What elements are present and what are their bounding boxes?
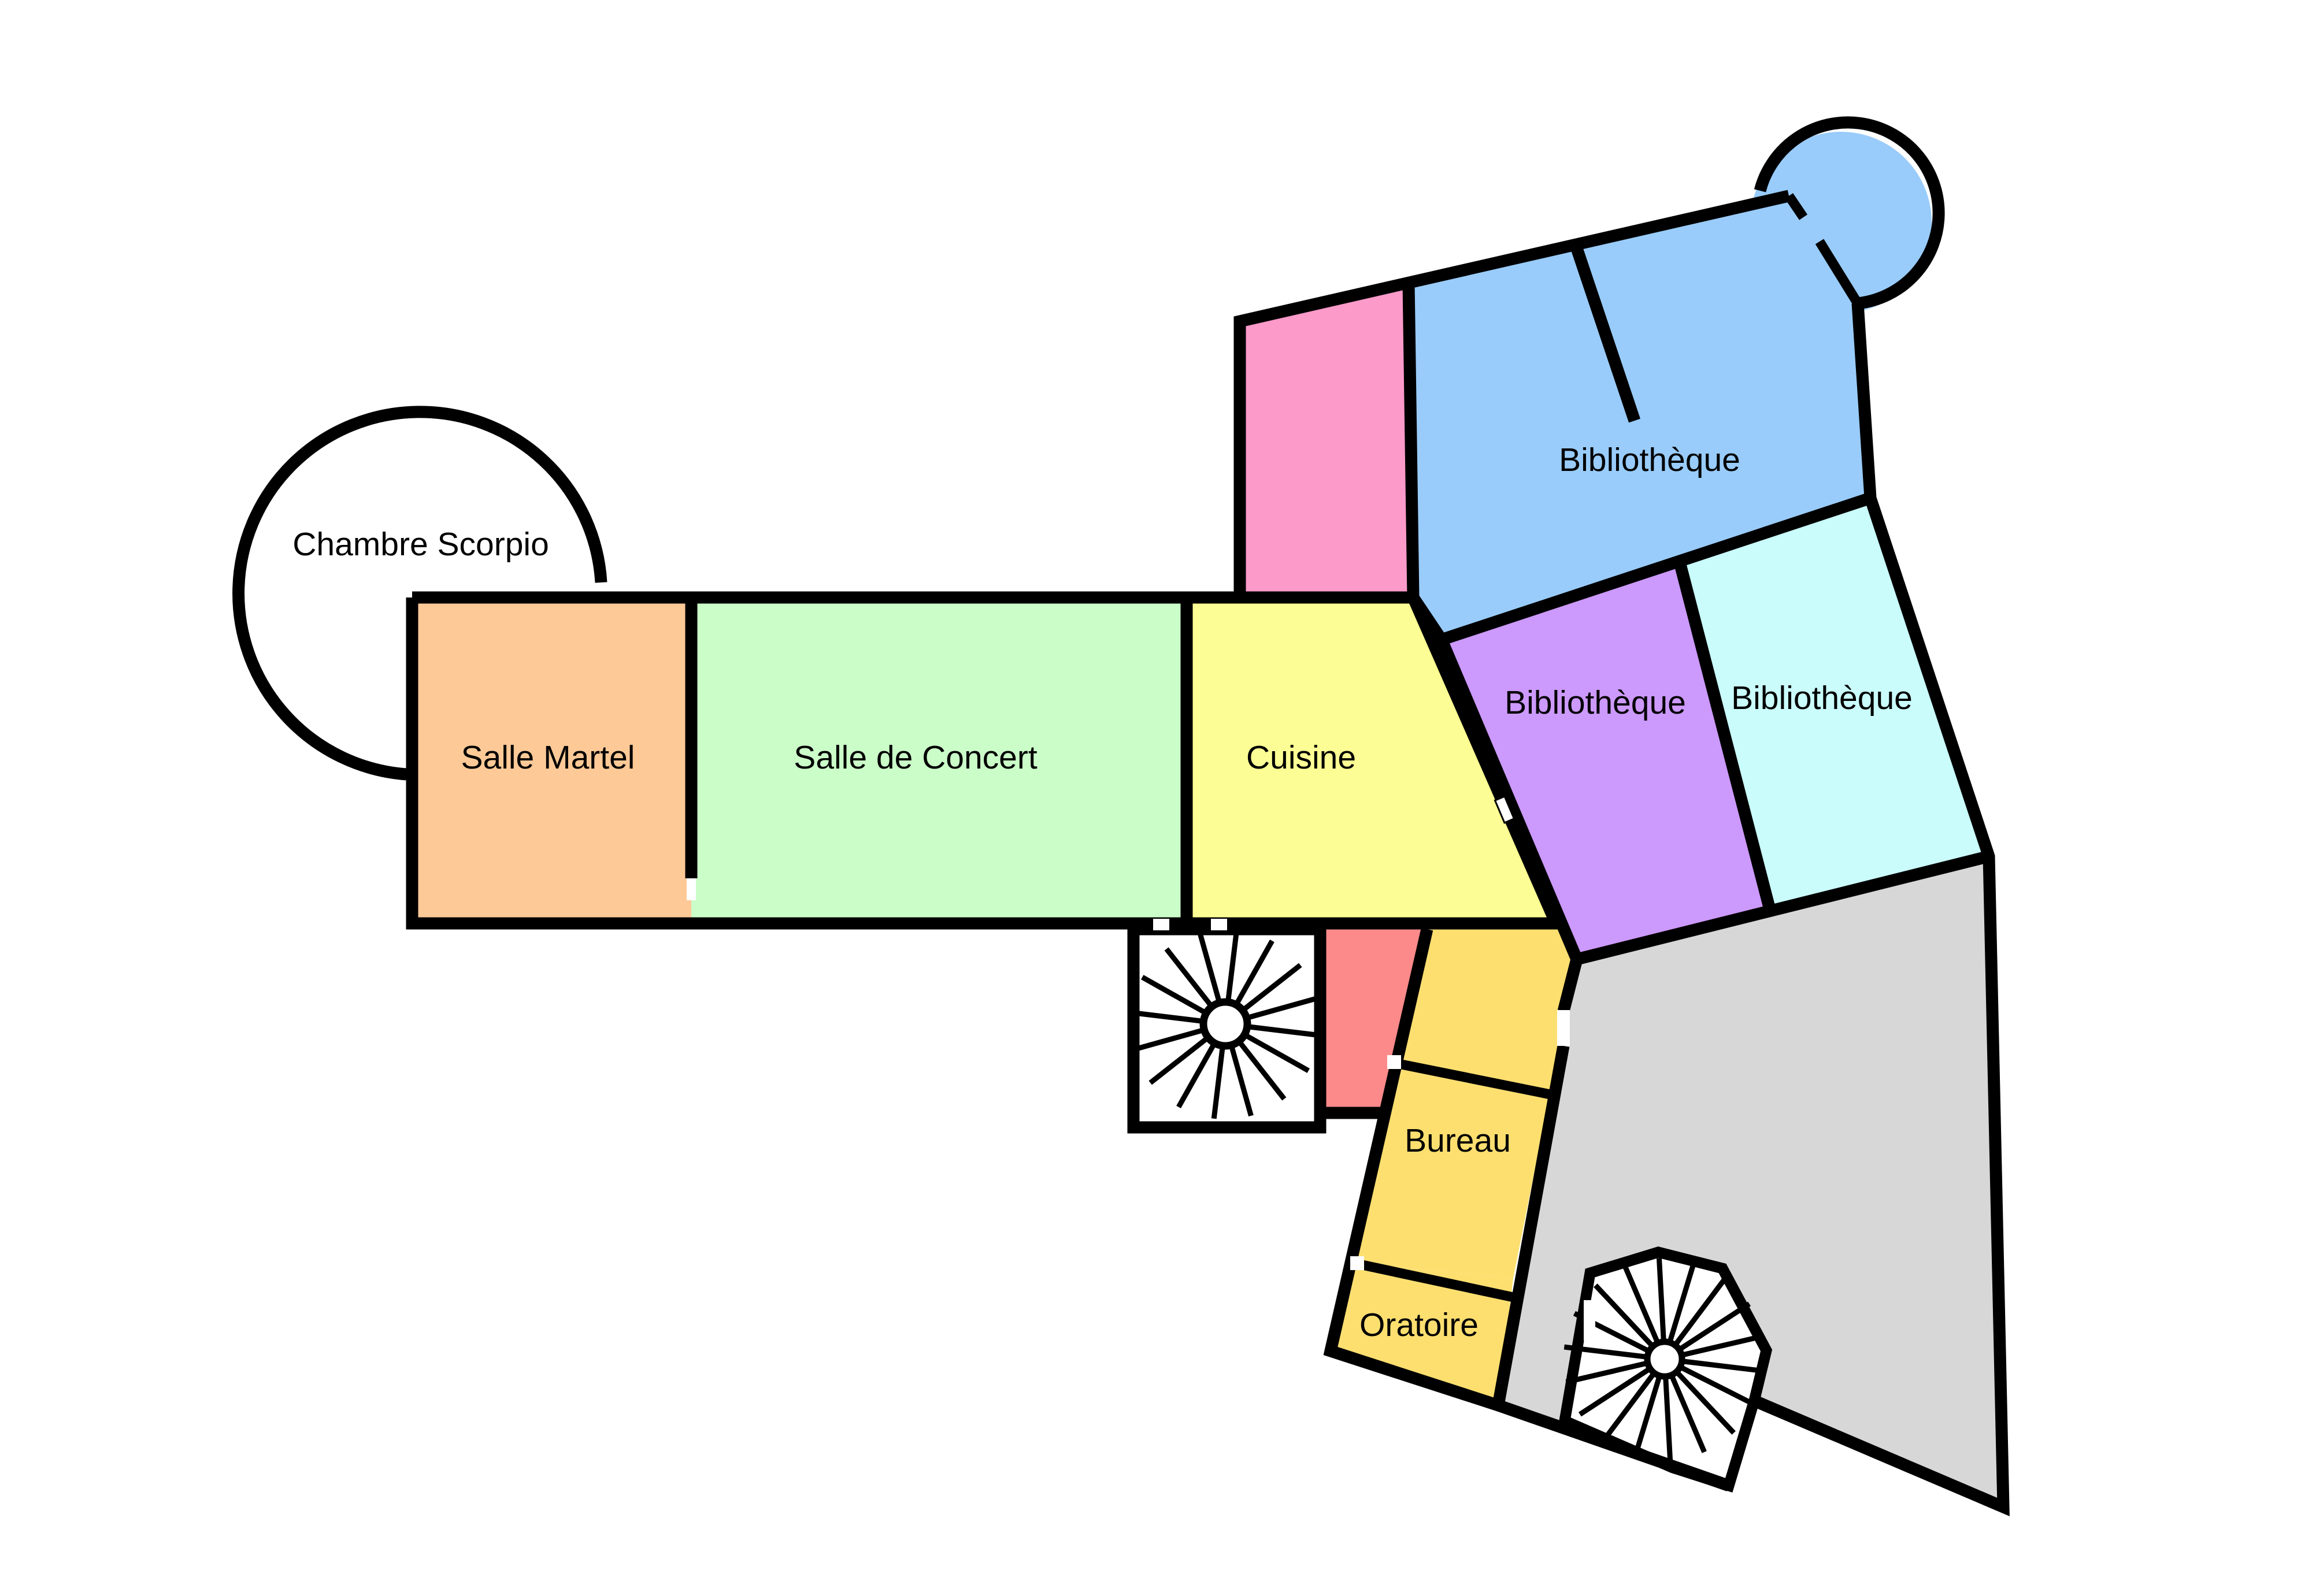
- room-salle-de-concert-fill: [691, 597, 1187, 923]
- room-oratoire-fill: [1331, 1263, 1513, 1405]
- label-cuisine: Cuisine: [1246, 739, 1356, 776]
- wall-bureau-east-lower: [1492, 1045, 1570, 1406]
- doors: [687, 795, 1595, 1341]
- label-bibliotheque-bleue: Bibliothèque: [1559, 441, 1740, 478]
- label-bureau: Bureau: [1405, 1122, 1511, 1159]
- spiral-staircase-west: [1127, 923, 1327, 1134]
- room-fills: [238, 132, 2003, 1507]
- wall-biblio-blue-lower: [1439, 492, 1873, 645]
- label-bibliotheque-cyan: Bibliothèque: [1731, 680, 1913, 717]
- wall-bureau-east-upper: [1557, 957, 1583, 1013]
- wall-rose-biblio: [1402, 282, 1420, 598]
- room-labels: Chambre Scorpio Salle Martel Salle de Co…: [292, 441, 1913, 1343]
- door-martel-concert: [687, 878, 696, 900]
- wall-biblio-violet-outline: [1408, 594, 1991, 967]
- wall-chambre-scorpio: [232, 406, 607, 781]
- room-bibliotheque-cyan-fill: [1680, 498, 1989, 907]
- door-oratoire-divider-west: [1350, 1256, 1364, 1270]
- wall-bureau-top-divider: [1389, 1057, 1560, 1101]
- wall-violet-cyan: [1673, 561, 1776, 909]
- walls: [232, 116, 2010, 1517]
- room-rouge-fill: [1320, 929, 1427, 1113]
- spiral-staircase-icon: [1644, 1338, 1685, 1380]
- label-salle-de-concert: Salle de Concert: [794, 739, 1038, 776]
- door-bureau-gris: [1557, 1010, 1570, 1046]
- room-rose-fill: [1240, 283, 1413, 597]
- door-stairs-west-b: [1211, 919, 1227, 930]
- wall-tower-door-a: [1784, 193, 1808, 220]
- spiral-staircase-east: [1558, 1246, 1773, 1493]
- door-stairs-east: [1584, 1300, 1595, 1341]
- room-bibliotheque-violette-fill: [1442, 562, 1769, 959]
- room-salle-martel-fill: [412, 597, 691, 923]
- wall-tower-door-b: [1815, 239, 1862, 306]
- label-chambre-scorpio: Chambre Scorpio: [292, 526, 549, 563]
- room-bibliotheque-bleue-tower-fill: [1750, 132, 1932, 313]
- door-cuisine-biblio: [1494, 795, 1516, 824]
- wall-library-tower: [1754, 116, 1945, 310]
- door-bureau-divider-west: [1387, 1055, 1401, 1069]
- wall-library-partition: [1571, 246, 1640, 423]
- room-cuisine-fill: [1187, 597, 1556, 923]
- wall-bureau-west: [1323, 927, 1731, 1491]
- wall-rose-room: [1233, 190, 1791, 597]
- door-stairs-west-a: [1153, 919, 1169, 930]
- wall-bureau-oratoire-divider: [1353, 1258, 1514, 1302]
- label-salle-martel: Salle Martel: [461, 739, 635, 776]
- label-bibliotheque-violette: Bibliothèque: [1505, 684, 1686, 721]
- label-oratoire: Oratoire: [1359, 1307, 1479, 1343]
- spiral-staircase-icon: [1199, 998, 1251, 1050]
- wall-rouge: [1314, 929, 1388, 1119]
